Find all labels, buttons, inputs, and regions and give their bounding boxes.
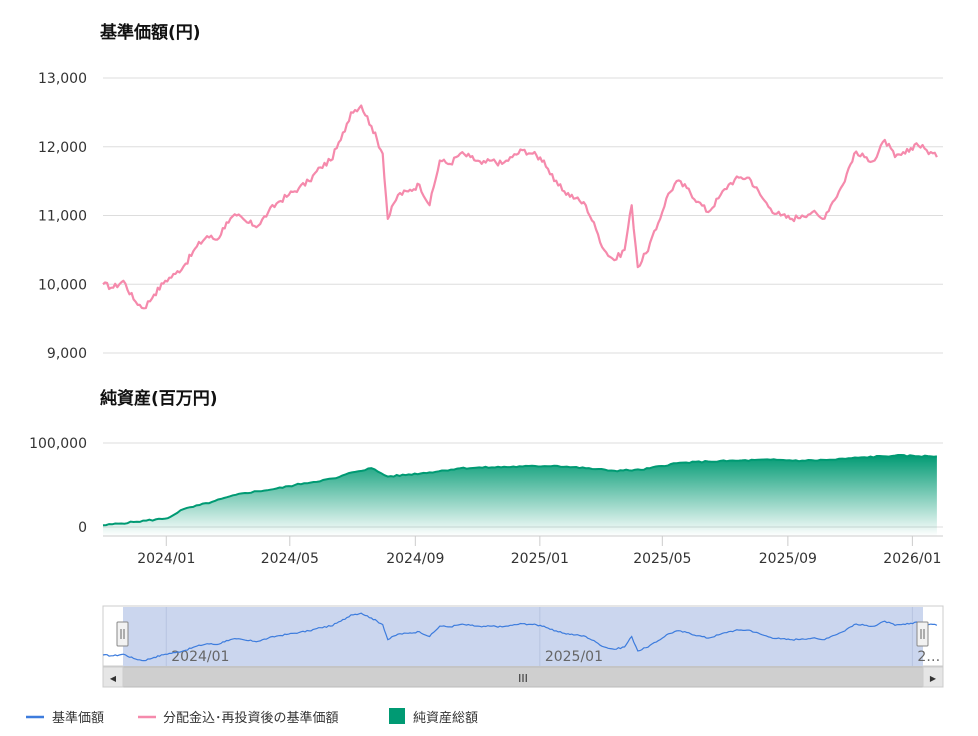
- legend: 基準価額 分配金込･再投資後の基準価額 純資産総額: [26, 708, 478, 726]
- x-tick-label: 2025/05: [633, 551, 691, 567]
- legend-label: 分配金込･再投資後の基準価額: [163, 710, 339, 726]
- navigator-tick-label: 2…: [917, 649, 940, 665]
- price-y-tick-label: 9,000: [47, 346, 87, 362]
- scrollbar-left-button[interactable]: [102, 666, 124, 688]
- navigator-line: [102, 612, 938, 662]
- nav-y-tick-label: 0: [78, 520, 87, 536]
- price-y-tick-label: 12,000: [38, 140, 87, 156]
- price-y-tick-label: 13,000: [38, 71, 87, 87]
- legend-item-price[interactable]: 基準価額: [26, 710, 104, 726]
- nav-area-line: [102, 454, 937, 527]
- x-tick-label: 2024/01: [137, 551, 195, 567]
- navigator-right-handle[interactable]: [916, 621, 929, 647]
- navigator-left-handle[interactable]: [116, 621, 129, 647]
- price-y-axis: 9,000 10,000 11,000 12,000 13,000: [38, 71, 87, 362]
- legend-square-icon: [389, 708, 405, 724]
- price-y-tick-label: 10,000: [38, 277, 87, 293]
- price-panel-title: 基準価額(円): [99, 22, 201, 43]
- scrollbar-grip: III: [518, 672, 528, 685]
- legend-item-net-assets[interactable]: 純資産総額: [389, 708, 478, 726]
- navigator-tick-label: 2025/01: [545, 649, 603, 665]
- legend-label: 純資産総額: [413, 710, 478, 726]
- navigator-tick-label: 2024/01: [171, 649, 229, 665]
- nav-y-axis: 0 100,000: [29, 436, 87, 536]
- navigator[interactable]: 2024/01 2025/01 2…: [102, 605, 944, 667]
- x-tick-label: 2024/09: [386, 551, 444, 567]
- nav-y-tick-label: 100,000: [29, 436, 87, 452]
- x-axis: 2024/01 2024/05 2024/09 2025/01 2025/05 2025/…: [137, 536, 941, 567]
- scroll-left-arrow-icon: ◀: [110, 674, 117, 683]
- x-tick-label: 2024/05: [261, 551, 319, 567]
- x-tick-label: 2026/01: [883, 551, 941, 567]
- legend-item-reinvested-price[interactable]: 分配金込･再投資後の基準価額: [138, 710, 339, 726]
- navigator-ticks: 2024/01 2025/01 2…: [165, 607, 940, 666]
- scrollbar[interactable]: III ◀ ▶: [102, 666, 944, 688]
- nav-area: [103, 455, 937, 536]
- x-tick-label: 2025/01: [511, 551, 569, 567]
- scrollbar-right-button[interactable]: [922, 666, 944, 688]
- x-tick-label: 2025/09: [759, 551, 817, 567]
- price-line: [102, 104, 938, 310]
- scroll-right-arrow-icon: ▶: [930, 674, 937, 683]
- price-gridlines: [103, 77, 943, 354]
- nav-panel-title: 純資産(百万円): [100, 388, 218, 409]
- price-y-tick-label: 11,000: [38, 209, 87, 225]
- legend-label: 基準価額: [52, 710, 104, 726]
- navigator-selection[interactable]: [123, 607, 923, 666]
